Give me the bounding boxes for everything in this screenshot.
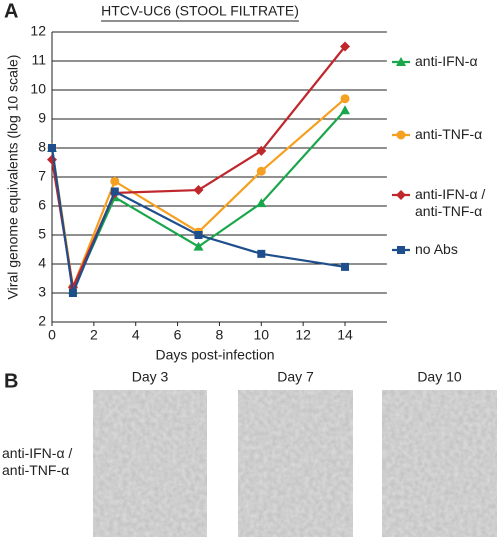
legend-marker (396, 190, 406, 200)
marker (193, 185, 204, 196)
y-tick-label: 3 (38, 284, 46, 300)
legend-label: no Abs (415, 241, 458, 257)
row-label: anti-IFN-α / anti-TNF-α (2, 445, 73, 478)
y-tick-label: 2 (38, 313, 46, 329)
chart-title: HTCV-UC6 (STOOL FILTRATE) (101, 3, 299, 19)
y-tick-label: 10 (30, 81, 46, 97)
marker (47, 154, 57, 165)
marker (256, 166, 266, 176)
legend-marker (396, 57, 406, 66)
y-tick-label: 11 (31, 52, 46, 68)
x-tick-label: 14 (337, 327, 353, 343)
marker (257, 249, 266, 258)
y-tick-label: 9 (38, 110, 46, 126)
y-tick-label: 8 (38, 139, 46, 155)
legend-marker (397, 246, 405, 254)
marker (256, 198, 267, 208)
marker (110, 176, 120, 186)
marker (193, 241, 204, 251)
y-tick-label: 7 (38, 168, 46, 184)
micrograph (382, 390, 497, 537)
marker (340, 94, 350, 104)
legend-label: anti-TNF-α (415, 126, 483, 142)
y-tick-label: 4 (38, 255, 46, 271)
series-line (50, 147, 346, 298)
marker (48, 144, 56, 152)
column-label: Day 10 (417, 369, 462, 385)
marker (68, 289, 77, 297)
marker (256, 145, 267, 156)
x-axis-label: Days post-infection (155, 347, 274, 363)
column-label: Day 3 (132, 369, 169, 385)
legend-label: anti-IFN-α (415, 53, 478, 69)
micrograph (93, 390, 207, 537)
y-tick-label: 12 (30, 23, 46, 39)
legend-label: anti-IFN-α / anti-TNF-α (415, 186, 486, 219)
x-tick-label: 8 (216, 327, 224, 343)
x-tick-label: 6 (174, 327, 182, 343)
marker (194, 231, 203, 239)
x-tick-label: 10 (254, 327, 270, 343)
x-tick-label: 4 (132, 327, 140, 343)
micrograph (238, 390, 353, 537)
panel-label: A (4, 0, 18, 22)
marker (340, 105, 351, 115)
x-tick-label: 12 (295, 327, 311, 343)
series-line (50, 45, 346, 292)
marker (110, 187, 119, 196)
x-tick-label: 0 (48, 327, 56, 343)
marker (340, 41, 351, 52)
column-label: Day 7 (277, 369, 314, 385)
y-tick-label: 5 (38, 226, 46, 242)
marker (341, 262, 350, 271)
y-tick-label: 6 (38, 197, 46, 213)
x-tick-label: 2 (90, 327, 98, 343)
legend-marker (396, 130, 406, 140)
y-axis-label: Viral genome equivalents (log 10 scale) (5, 55, 21, 300)
panel-label: B (4, 370, 18, 392)
